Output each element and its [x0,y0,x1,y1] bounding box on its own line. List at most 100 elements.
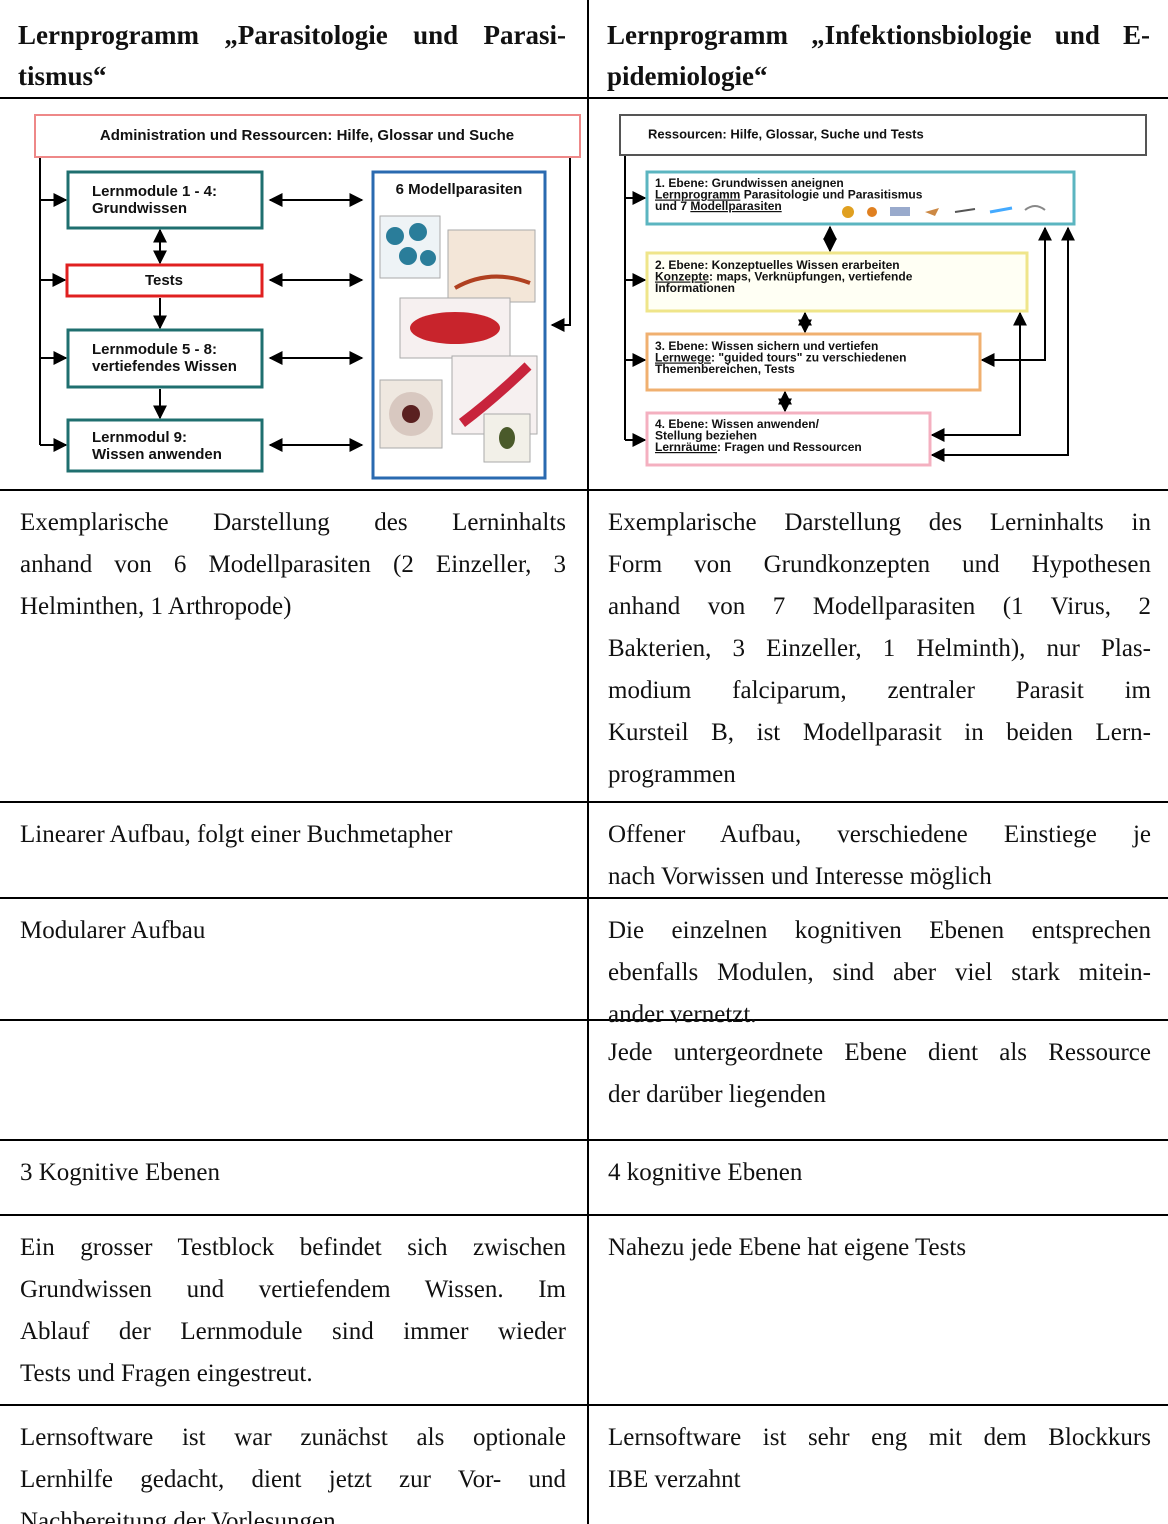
cell: Lernsoftware ist war zunächst als option… [20,1417,566,1524]
row-rule [0,801,1168,803]
cell: Exemplarische Darstellung des Lerninhalt… [608,502,1151,796]
level-line: 2. Ebene: Konzeptuelles Wissen erarbeite… [655,258,900,272]
text-line: 3 Kognitive Ebenen [20,1159,220,1186]
parasite-icons [842,205,1046,218]
text-line: Modularer Aufbau [20,917,206,944]
level-line: Lernwege: "guided tours" zu verschiedene… [655,351,906,365]
level-line: Lernprogramm Parasitologie und Parasitis… [655,188,923,202]
text-line: anhand von 7 Modellparasiten (1 Virus, 2 [608,593,1151,620]
level-text: : "guided tours" zu verschiedenen [711,351,906,365]
level-line: 4. Ebene: Wissen anwenden/ [655,417,820,431]
cell: 3 Kognitive Ebenen [20,1152,566,1194]
text-line: Exemplarische Darstellung des Lerninhalt… [608,509,1151,536]
text-line: ander vernetzt. [608,1001,757,1028]
cell: Jede untergeordnete Ebene dient als Ress… [608,1032,1151,1116]
text-line: Linearer Aufbau, folgt einer Buchmetaphe… [20,821,453,848]
module-label: Tests [145,272,183,289]
row-rule [0,897,1168,899]
right-connectors [624,155,1075,462]
row-rule [0,489,1168,491]
row-rule [0,1139,1168,1141]
text-line: IBE verzahnt [608,1466,741,1493]
text-line: Form von Grundkonzepten und Hypothesen [608,551,1151,578]
row-rule [0,1019,1168,1021]
level-text: 1. Ebene: Grundwissen aneignen [655,176,844,190]
cell: Exemplarische Darstellung des Lerninhalt… [20,502,566,628]
row-rule [0,1404,1168,1406]
text-line: Ein grosser Testblock befindet sich zwis… [20,1234,566,1261]
level-text: Lernprogramm [655,188,740,202]
text-line: modium falciparum, zentraler Parasit im [608,677,1151,704]
module-box [66,328,264,389]
cell: Ein grosser Testblock befindet sich zwis… [20,1227,566,1395]
text-line: Tests und Fragen eingestreut. [20,1360,313,1387]
cell: Modularer Aufbau [20,910,566,952]
left-connectors [39,157,571,452]
text-line: Lernprogramm „Parasitologie und Parasi- [18,20,566,50]
text-line: Nahezu jede Ebene hat eigene Tests [608,1234,967,1261]
text-line: Lernsoftware ist sehr eng mit dem Blockk… [608,1424,1151,1451]
text-line: Lernhilfe gedacht, dient jetzt zur Vor- … [20,1466,566,1493]
text-line: Bakterien, 3 Einzeller, 1 Helminth), nur… [608,635,1151,662]
text-line: Lernprogramm „Infektionsbiologie und E- [607,20,1150,50]
parasite-images [379,215,538,463]
text-line: Jede untergeordnete Ebene dient als Ress… [608,1039,1151,1066]
cell: Die einzelnen kognitiven Ebenen entsprec… [608,910,1151,1036]
module-label: Lernmodule 1 - 4: [92,183,217,200]
cell: Offener Aufbau, verschiedene Einstiege j… [608,814,1151,898]
text-line: nach Vorwissen und Interesse möglich [608,863,992,890]
level-box [645,332,982,392]
tests-box [65,263,264,298]
level-line: Informationen [655,281,735,295]
level-line: Konzepte: maps, Verknüpfungen, vertiefen… [655,270,913,284]
text-line: Offener Aufbau, verschiedene Einstiege j… [608,821,1151,848]
level-text: Lernräume [655,440,717,454]
text-line: 4 kognitive Ebenen [608,1159,803,1186]
resources-box [619,114,1147,156]
level-line: 3. Ebene: Wissen sichern und vertiefen [655,339,878,353]
level-text: Informationen [655,281,735,295]
text-line: ebenfalls Modulen, sind aber viel stark … [608,959,1151,986]
level-line: Stellung beziehen [655,429,757,443]
level-text: : maps, Verknüpfungen, vertiefende [709,270,913,284]
level-text: 3. Ebene: Wissen sichern und vertiefen [655,339,878,353]
resources-label: Administration und Ressourcen: Hilfe, Gl… [100,127,514,144]
level-box [645,251,1029,313]
resources-label: Ressourcen: Hilfe, Glossar, Suche und Te… [648,126,924,141]
text-line: Exemplarische Darstellung des Lerninhalt… [20,509,566,536]
level-text: Lernwege [655,351,711,365]
level-text: und 7 [655,199,690,213]
module-label: vertiefendes Wissen [92,358,237,375]
level-line: und 7 Modellparasiten [655,199,782,213]
level-text: Konzepte [655,270,709,284]
cell: Nahezu jede Ebene hat eigene Tests [608,1227,1151,1269]
level-line: 1. Ebene: Grundwissen aneignen [655,176,844,190]
text-line: programmen [608,761,736,788]
module-box [66,170,264,230]
text-line: Kursteil B, ist Modellparasit in beiden … [608,719,1151,746]
row-rule [0,1214,1168,1216]
cell: Linearer Aufbau, folgt einer Buchmetaphe… [20,814,566,856]
level-text: Parasitologie und Parasitismus [740,188,922,202]
level-line: Themenbereichen, Tests [655,362,795,376]
level-text: Modellparasiten [690,199,781,213]
level-box [645,411,932,467]
module-label: Wissen anwenden [92,446,222,463]
level-text: Stellung beziehen [655,429,757,443]
row-rule [0,97,1168,99]
text-line: Die einzelnen kognitiven Ebenen entsprec… [608,917,1151,944]
text-line: Grundwissen und vertiefendem Wissen. Im [20,1276,566,1303]
text-line: Ablauf der Lernmodule sind immer wieder [20,1318,566,1345]
cell: 4 kognitive Ebenen [608,1152,1151,1194]
module-label: Lernmodul 9: [92,429,187,446]
level-box [645,170,1076,226]
cell: Lernprogramm „Infektionsbiologie und E-p… [607,15,1150,97]
text-line: der darüber liegenden [608,1081,826,1108]
level-text: 4. Ebene: Wissen anwenden/ [655,417,820,431]
level-text: 2. Ebene: Konzeptuelles Wissen erarbeite… [655,258,900,272]
text-line: Nachbereitung der Vorlesungen [20,1508,336,1524]
parasites-title: 6 Modellparasiten [396,181,523,198]
text-line: tismus“ [18,61,107,91]
text-line: Lernsoftware ist war zunächst als option… [20,1424,566,1451]
text-line: anhand von 6 Modellparasiten (2 Einzelle… [20,551,566,578]
